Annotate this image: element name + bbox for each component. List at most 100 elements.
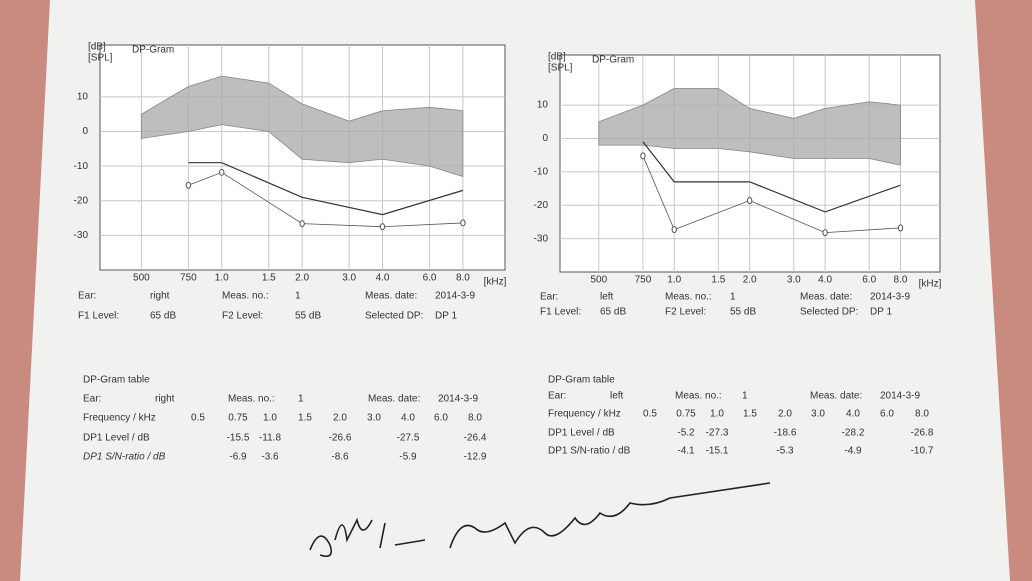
y-tick-label: 0 — [82, 126, 88, 137]
y-tick-label: -10 — [534, 166, 549, 177]
table-title: DP-Gram table — [548, 375, 615, 386]
info-value: left — [600, 292, 614, 303]
x-tick-label: 750 — [635, 275, 652, 286]
row-label: Frequency / kHz — [83, 413, 156, 424]
frequency-cell: 2.0 — [778, 409, 792, 420]
info-label: Selected DP: — [800, 307, 858, 318]
frequency-cell: 1.5 — [743, 409, 757, 420]
frequency-cell: 1.0 — [263, 413, 277, 424]
value-cell: -26.6 — [329, 433, 352, 444]
value-cell: -12.9 — [464, 452, 487, 463]
x-tick-label: 1.0 — [215, 273, 229, 284]
value-cell: -27.5 — [397, 433, 420, 444]
x-tick-label: 3.0 — [342, 273, 356, 284]
x-tick-label: 750 — [180, 273, 197, 284]
row-label: DP1 Level / dB — [548, 428, 615, 439]
info-value: DP 1 — [870, 307, 892, 318]
info-label: Meas. no.: — [222, 291, 269, 302]
row-label: DP1 S/N-ratio / dB — [83, 452, 166, 463]
frequency-cell: 0.75 — [676, 409, 696, 420]
frequency-cell: 3.0 — [367, 413, 381, 424]
y-tick-label: -20 — [74, 195, 89, 206]
data-point — [460, 219, 466, 227]
table-header: 2014-3-9 — [438, 394, 478, 405]
frequency-cell: 6.0 — [434, 413, 448, 424]
data-point — [185, 181, 192, 189]
x-tick-label: 1.0 — [667, 275, 681, 286]
value-cell: -15.1 — [706, 446, 729, 457]
table-header: Ear: — [83, 394, 101, 405]
info-value: 55 dB — [730, 307, 756, 318]
value-cell: -6.9 — [229, 452, 247, 463]
y-tick-label: -10 — [74, 161, 89, 172]
info-label: F1 Level: — [540, 307, 581, 318]
value-cell: -3.6 — [261, 452, 279, 463]
frequency-cell: 1.0 — [710, 409, 724, 420]
table-header: Meas. date: — [810, 391, 862, 402]
x-axis-label: [kHz] — [919, 279, 942, 290]
table-header: Ear: — [548, 391, 566, 402]
table-header: left — [610, 391, 624, 402]
y-tick-label: -30 — [534, 233, 549, 244]
y-tick-label: 10 — [537, 100, 549, 111]
data-point — [746, 197, 753, 205]
info-label: Meas. date: — [365, 291, 417, 302]
frequency-cell: 0.5 — [191, 413, 205, 424]
data-point — [671, 226, 677, 234]
table-header: 2014-3-9 — [880, 391, 920, 402]
table-header: 1 — [298, 394, 304, 405]
y-axis-label: [SPL] — [548, 63, 573, 74]
info-value: 2014-3-9 — [435, 291, 475, 302]
y-tick-label: 10 — [77, 92, 89, 103]
chart-title: DP-Gram — [592, 55, 634, 66]
table-header: Meas. no.: — [675, 391, 722, 402]
data-point — [219, 168, 225, 176]
data-point — [822, 229, 828, 237]
value-cell: -18.6 — [774, 428, 797, 439]
x-tick-label: 4.0 — [818, 275, 832, 286]
frequency-cell: 4.0 — [846, 409, 860, 420]
info-label: Ear: — [78, 291, 96, 302]
table-title: DP-Gram table — [83, 375, 150, 386]
row-label: DP1 Level / dB — [83, 433, 150, 444]
info-label: Ear: — [540, 292, 558, 303]
data-point — [897, 224, 904, 232]
frequency-cell: 8.0 — [468, 413, 482, 424]
value-cell: -26.4 — [464, 433, 487, 444]
frequency-cell: 0.75 — [228, 413, 248, 424]
value-cell: -26.8 — [911, 428, 934, 439]
normal-range-band — [140, 75, 464, 178]
value-cell: -5.9 — [399, 452, 417, 463]
x-tick-label: 8.0 — [894, 275, 908, 286]
row-label: DP1 S/N-ratio / dB — [548, 446, 631, 457]
data-point — [640, 152, 646, 160]
value-cell: -28.2 — [842, 428, 865, 439]
info-label: Meas. no.: — [665, 292, 712, 303]
frequency-cell: 1.5 — [298, 413, 312, 424]
value-cell: -5.2 — [677, 428, 695, 439]
info-label: Meas. date: — [800, 292, 852, 303]
value-cell: -15.5 — [227, 433, 250, 444]
frequency-cell: 2.0 — [333, 413, 347, 424]
x-tick-label: 2.0 — [743, 275, 757, 286]
y-tick-label: -20 — [534, 200, 549, 211]
series-line — [642, 141, 901, 213]
frequency-cell: 0.5 — [643, 409, 657, 420]
value-cell: -10.7 — [911, 446, 934, 457]
info-label: F1 Level: — [78, 311, 119, 322]
table-header: right — [155, 394, 175, 405]
x-tick-label: 2.0 — [295, 273, 309, 284]
info-label: F2 Level: — [222, 311, 263, 322]
value-cell: -5.3 — [776, 446, 794, 457]
table-header: Meas. no.: — [228, 394, 275, 405]
data-point — [299, 220, 305, 228]
x-tick-label: 500 — [590, 275, 607, 286]
value-cell: -8.6 — [331, 452, 349, 463]
x-tick-label: 8.0 — [456, 273, 470, 284]
value-cell: -27.3 — [706, 428, 729, 439]
signature — [309, 482, 771, 558]
table-header: Meas. date: — [368, 394, 420, 405]
info-value: right — [150, 291, 170, 302]
info-label: Selected DP: — [365, 311, 423, 322]
